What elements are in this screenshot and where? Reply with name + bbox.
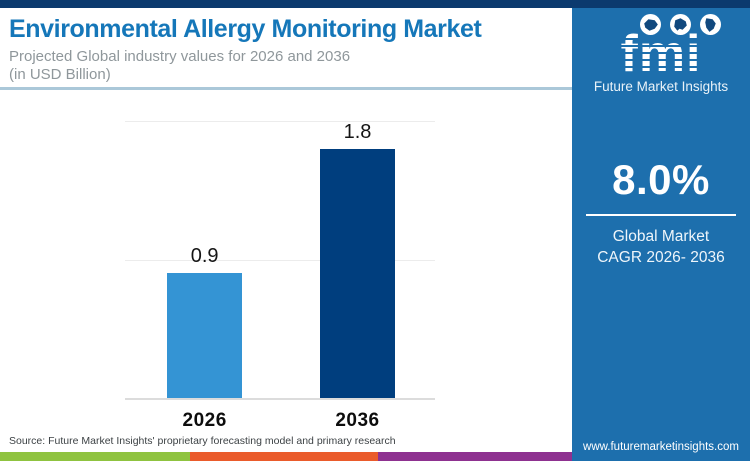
north-america-globe-icon bbox=[639, 14, 661, 35]
cagr-label: Global Market CAGR 2026- 2036 bbox=[572, 227, 750, 269]
bottom-color-strip bbox=[0, 452, 572, 461]
gridline bbox=[125, 121, 435, 122]
bar-group-2026: 0.9 bbox=[167, 121, 243, 398]
cagr-block: 8.0% Global Market CAGR 2026- 2036 bbox=[572, 156, 750, 269]
gridline bbox=[125, 259, 435, 261]
south-america-globe-icon bbox=[699, 14, 721, 35]
main-content: Environmental Allergy Monitoring Market … bbox=[0, 8, 572, 461]
header: Environmental Allergy Monitoring Market … bbox=[0, 8, 572, 90]
bar-chart: 0.9 2026 1.8 2036 Source: Future Market Ins… bbox=[0, 93, 572, 461]
website-link[interactable]: www.futuremarketinsights.com bbox=[583, 441, 739, 453]
strip-segment-green bbox=[0, 452, 190, 461]
asia-globe-icon bbox=[669, 14, 691, 35]
page-subtitle: Projected Global industry values for 202… bbox=[9, 48, 572, 85]
cagr-divider bbox=[586, 214, 736, 216]
bar-2036 bbox=[319, 149, 395, 398]
source-note: Source: Future Market Insights' propriet… bbox=[9, 435, 396, 447]
cagr-label-line-2: CAGR 2026- 2036 bbox=[597, 248, 725, 266]
bar-value-label: 0.9 bbox=[190, 245, 219, 268]
cagr-label-line-1: Global Market bbox=[612, 228, 710, 245]
logo-text: fmi bbox=[572, 28, 750, 80]
subtitle-line-2: (in USD Billion) bbox=[9, 66, 111, 84]
subtitle-line-1: Projected Global industry values for 202… bbox=[9, 48, 351, 65]
top-accent-bar bbox=[0, 0, 750, 8]
sidebar: fmi Future Market Insights 8.0% Global M… bbox=[572, 8, 750, 461]
page-title: Environmental Allergy Monitoring Market bbox=[9, 15, 482, 43]
strip-segment-purple bbox=[378, 452, 572, 461]
bar-2026 bbox=[167, 273, 243, 398]
x-axis-label-2026: 2026 bbox=[182, 410, 227, 431]
fmi-logo: fmi Future Market Insights bbox=[572, 14, 750, 94]
plot-area: 0.9 2026 1.8 2036 bbox=[125, 121, 435, 431]
x-axis-label-2036: 2036 bbox=[335, 410, 380, 431]
cagr-value: 8.0% bbox=[612, 156, 710, 203]
bar-group-2036: 1.8 bbox=[319, 121, 395, 398]
bar-value-label: 1.8 bbox=[343, 121, 372, 143]
strip-segment-orange bbox=[190, 452, 378, 461]
logo-caption: Future Market Insights bbox=[593, 78, 729, 94]
logo-globe-icons bbox=[610, 14, 750, 35]
